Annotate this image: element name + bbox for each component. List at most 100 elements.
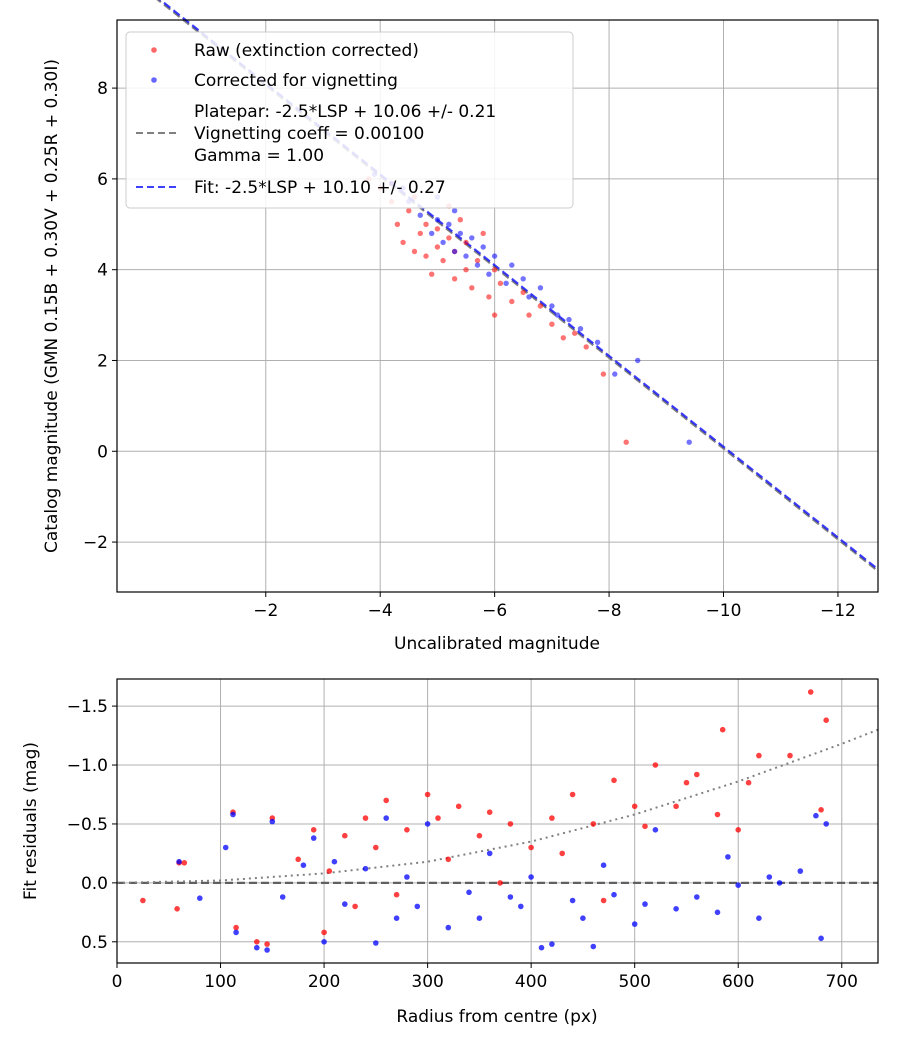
data-point [423, 253, 429, 259]
x-axis-label: Radius from centre (px) [396, 1007, 597, 1027]
data-point [787, 752, 793, 759]
data-point [451, 248, 458, 255]
data-point [694, 771, 700, 778]
data-point [424, 791, 431, 798]
data-point [279, 894, 286, 900]
data-point [590, 821, 597, 827]
x-axis-ticks: −2 −4 −6 −8 −10 −12 [253, 592, 856, 621]
x-tick-label: −2 [253, 601, 278, 621]
legend-marker-corrected [151, 77, 157, 83]
data-point [373, 844, 379, 851]
data-point [520, 276, 526, 282]
data-point [310, 835, 317, 841]
y-tick-label: 0.5 [81, 933, 108, 953]
data-point [694, 894, 700, 900]
data-point [823, 717, 829, 723]
data-point [611, 777, 617, 784]
data-point [455, 803, 462, 810]
data-point [509, 262, 515, 268]
data-point [451, 208, 458, 214]
x-tick-label: 400 [515, 972, 547, 992]
data-point [486, 809, 493, 815]
data-point [414, 903, 421, 910]
data-point [300, 862, 307, 868]
vignetting-curve-line [116, 728, 879, 884]
x-axis-label: Uncalibrated magnitude [394, 634, 600, 654]
data-point [469, 285, 475, 291]
data-point [417, 212, 423, 218]
data-point [342, 832, 348, 839]
data-point [538, 944, 545, 951]
data-point [725, 854, 731, 860]
data-point [714, 909, 721, 916]
data-point [486, 294, 492, 300]
data-point [797, 868, 804, 874]
data-point [253, 939, 260, 945]
data-point [611, 891, 617, 898]
legend: Raw (extinction corrected) Corrected for… [125, 31, 574, 209]
y-axis-ticks: 0.5 0.0 −0.5 −1.0 −1.5 [67, 697, 117, 953]
data-point [642, 901, 648, 907]
legend-label-fit: Fit: -2.5*LSP + 10.10 +/- 0.27 [194, 178, 446, 198]
data-point [560, 335, 566, 341]
data-point [549, 815, 555, 821]
data-point [549, 941, 555, 947]
x-tick-label: −4 [368, 601, 393, 621]
reference-lines [116, 728, 879, 884]
grid [116, 679, 878, 963]
data-point [233, 924, 239, 931]
raw-series [366, 176, 629, 445]
data-point [362, 865, 369, 872]
data-point [404, 874, 410, 880]
y-tick-label: −2 [83, 533, 108, 553]
data-point [457, 230, 463, 237]
y-tick-label: 4 [97, 261, 108, 281]
data-point [326, 868, 333, 874]
data-point [466, 889, 472, 896]
legend-label-corrected: Corrected for vignetting [194, 71, 398, 91]
data-point [642, 823, 648, 830]
corrected-series [176, 811, 829, 953]
data-point [572, 330, 578, 336]
data-point [683, 779, 690, 786]
data-point [549, 321, 555, 327]
data-point [406, 208, 412, 214]
data-points [366, 171, 692, 445]
data-point [631, 921, 638, 927]
data-point [635, 357, 641, 364]
magnitude-chart: −2 −4 −6 −8 −10 −12 −2 0 2 4 6 8 Uncalibrated magn… [42, 0, 879, 654]
data-point [429, 230, 435, 237]
data-point [362, 815, 369, 821]
data-point [569, 897, 576, 904]
data-point [394, 221, 401, 227]
data-point [520, 289, 526, 296]
data-point [352, 903, 358, 910]
y-tick-label: −1.0 [67, 756, 108, 776]
data-point [509, 298, 515, 305]
y-tick-label: 2 [97, 351, 108, 371]
data-point [600, 897, 607, 904]
plot-frame [116, 19, 879, 593]
data-point [577, 326, 584, 332]
data-point [411, 248, 418, 255]
data-point [469, 235, 475, 241]
data-point [434, 244, 441, 250]
data-point [526, 294, 532, 300]
data-point [331, 858, 338, 865]
legend-label-platepar: Platepar: -2.5*LSP + 10.06 +/- 0.21 [194, 102, 496, 122]
data-point [445, 924, 452, 931]
data-point [583, 344, 589, 350]
data-point [528, 874, 534, 880]
data-point [434, 226, 441, 232]
data-point [140, 897, 146, 904]
data-point [813, 812, 819, 819]
data-point [417, 230, 423, 237]
data-point [457, 217, 463, 223]
data-point [745, 779, 752, 786]
data-point [776, 880, 783, 886]
data-point [518, 903, 524, 910]
data-point [823, 821, 829, 827]
data-point [559, 850, 565, 857]
data-point [269, 818, 276, 825]
data-point [756, 915, 762, 921]
